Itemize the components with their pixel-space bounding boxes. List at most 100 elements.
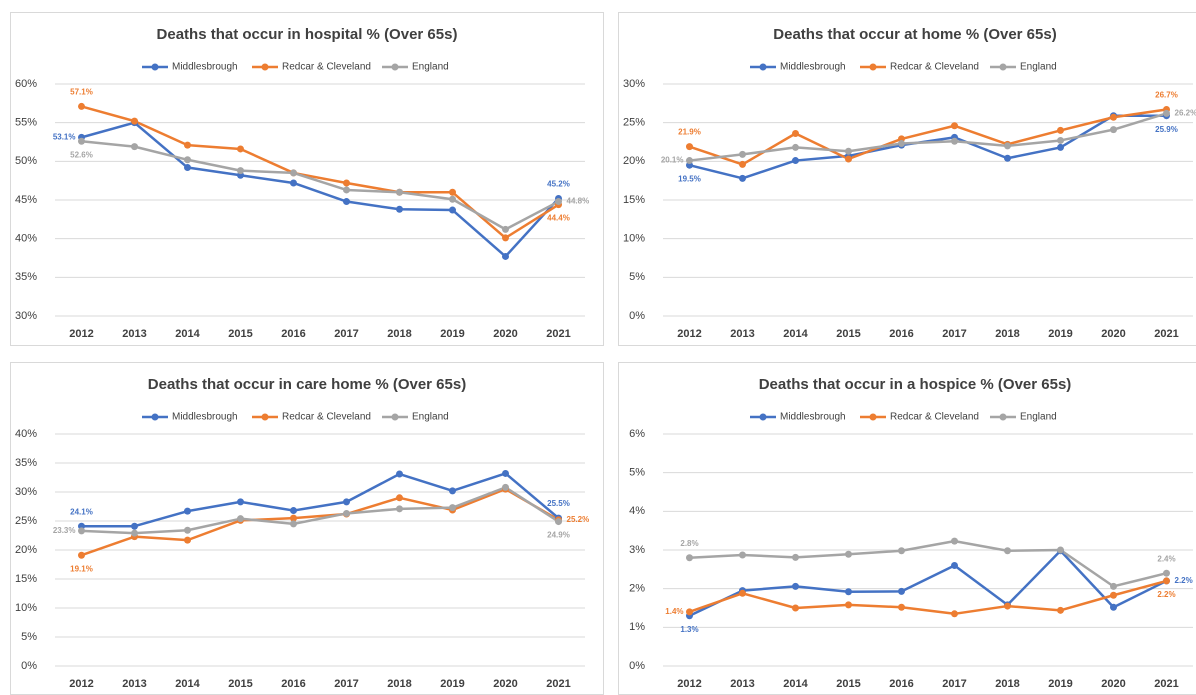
- data-point: [502, 225, 509, 233]
- data-point: [290, 179, 297, 187]
- x-tick-label: 2013: [730, 678, 754, 690]
- data-point: [449, 487, 456, 495]
- chart-panel: Deaths that occur in a hospice % (Over 6…: [618, 362, 1196, 695]
- data-point: [739, 551, 746, 559]
- y-tick-label: 5%: [629, 467, 645, 479]
- data-point: [792, 157, 799, 165]
- x-tick-label: 2020: [1101, 678, 1125, 690]
- x-tick-label: 2019: [1048, 678, 1072, 690]
- y-tick-label: 60%: [15, 78, 37, 90]
- data-point: [502, 234, 509, 242]
- x-tick-label: 2017: [334, 678, 358, 690]
- legend-marker: [759, 63, 767, 71]
- data-point: [78, 137, 85, 145]
- y-tick-label: 30%: [623, 78, 645, 90]
- legend-marker: [999, 63, 1007, 71]
- series-line: [689, 108, 1167, 166]
- chart-panel: Deaths that occur at home % (Over 65s) Mi…: [618, 12, 1196, 346]
- data-label: 2.2%: [1157, 590, 1175, 599]
- x-tick-label: 2014: [175, 328, 200, 340]
- x-tick-label: 2017: [334, 328, 358, 340]
- series-line: [81, 486, 560, 535]
- legend-marker: [261, 413, 269, 421]
- y-tick-label: 40%: [15, 233, 37, 245]
- data-point: [1110, 591, 1117, 599]
- data-point: [78, 102, 85, 110]
- legend-marker: [151, 413, 159, 421]
- data-point: [290, 507, 297, 515]
- y-tick-label: 0%: [629, 660, 645, 672]
- y-tick-label: 0%: [629, 310, 645, 322]
- chart-title: Deaths that occur at home % (Over 65s): [773, 26, 1056, 43]
- data-point: [898, 587, 905, 595]
- y-tick-label: 55%: [15, 117, 37, 129]
- x-tick-label: 2012: [69, 328, 93, 340]
- data-point: [396, 494, 403, 502]
- data-point: [184, 156, 191, 164]
- data-point: [396, 188, 403, 196]
- x-tick-label: 2014: [783, 328, 808, 340]
- data-point: [792, 553, 799, 561]
- data-label: 26.7%: [1155, 91, 1178, 100]
- data-point: [1057, 606, 1064, 614]
- x-tick-label: 2014: [175, 678, 200, 690]
- x-tick-label: 2016: [281, 678, 305, 690]
- data-point: [555, 518, 562, 526]
- data-point: [1163, 577, 1170, 585]
- data-label: 25.2%: [567, 515, 590, 524]
- data-point: [792, 582, 799, 590]
- data-point: [898, 547, 905, 555]
- data-point: [739, 174, 746, 182]
- data-label: 57.1%: [70, 88, 93, 97]
- series-line: [689, 539, 1167, 588]
- data-point: [1004, 142, 1011, 150]
- chart-panel: Deaths that occur in care home % (Over 6…: [10, 362, 604, 695]
- series-line: [81, 121, 560, 258]
- x-tick-label: 2015: [836, 328, 860, 340]
- data-point: [290, 514, 297, 522]
- legend-label: England: [412, 62, 449, 73]
- data-point: [131, 117, 138, 125]
- data-label: 24.1%: [70, 507, 93, 516]
- y-tick-label: 25%: [15, 515, 37, 527]
- data-label: 26.2%: [1175, 108, 1196, 117]
- y-tick-label: 15%: [623, 194, 645, 206]
- x-tick-label: 2019: [440, 678, 464, 690]
- x-tick-label: 2013: [122, 678, 146, 690]
- data-label: 1.3%: [680, 625, 698, 634]
- legend-label: England: [1020, 62, 1057, 73]
- chart-title: Deaths that occur in a hospice % (Over 6…: [759, 376, 1072, 393]
- data-point: [343, 498, 350, 506]
- legend-marker: [869, 63, 877, 71]
- data-point: [845, 601, 852, 609]
- data-label: 2.2%: [1175, 576, 1193, 585]
- series-line: [689, 579, 1167, 616]
- chart-panel: Deaths that occur in hospital % (Over 65…: [10, 12, 604, 346]
- y-tick-label: 20%: [15, 544, 37, 556]
- x-tick-label: 2019: [1048, 328, 1072, 340]
- data-point: [1004, 547, 1011, 555]
- legend-marker: [151, 63, 159, 71]
- legend-marker: [999, 413, 1007, 421]
- data-point: [1004, 602, 1011, 610]
- legend-label: Redcar & Cleveland: [282, 412, 371, 423]
- data-label: 20.1%: [661, 156, 684, 165]
- data-point: [1163, 569, 1170, 577]
- data-point: [131, 143, 138, 151]
- data-label: 24.9%: [547, 531, 570, 540]
- legend-marker: [391, 63, 399, 71]
- legend-marker: [869, 413, 877, 421]
- x-tick-label: 2015: [836, 678, 860, 690]
- x-tick-label: 2018: [995, 328, 1019, 340]
- y-tick-label: 2%: [629, 583, 645, 595]
- series-line: [689, 112, 1167, 162]
- legend-label: Redcar & Cleveland: [282, 62, 371, 73]
- y-tick-label: 30%: [15, 486, 37, 498]
- x-tick-label: 2020: [493, 328, 517, 340]
- x-tick-label: 2021: [546, 678, 570, 690]
- data-label: 23.3%: [53, 526, 76, 535]
- data-point: [898, 603, 905, 611]
- data-point: [184, 526, 191, 534]
- legend-label: Middlesbrough: [172, 412, 238, 423]
